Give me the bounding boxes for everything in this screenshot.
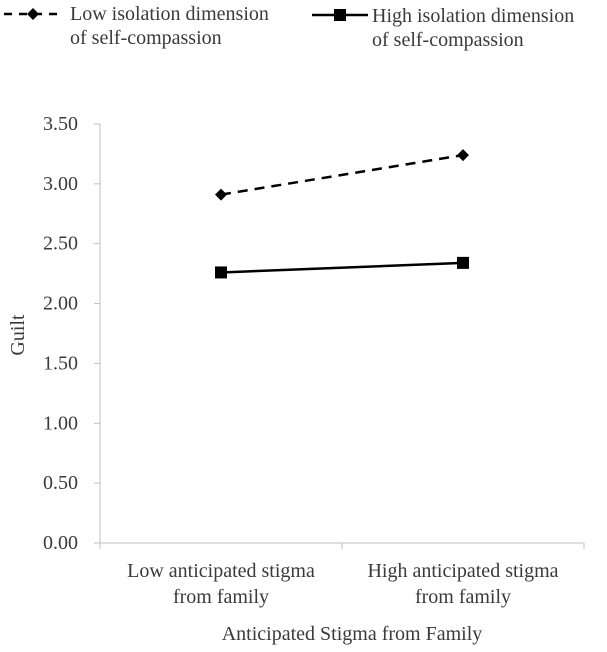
y-tick-label: 1.00 (43, 412, 78, 434)
series-line-high-isolation (220, 261, 464, 274)
y-tick-label: 2.00 (43, 293, 78, 315)
legend-key-marker-high-isolation (334, 9, 346, 21)
x-axis-title: Anticipated Stigma from Family (222, 623, 483, 645)
x-tick-label: from family (173, 586, 269, 608)
y-tick-label: 0.50 (43, 472, 78, 494)
data-point-high-isolation (215, 266, 227, 279)
y-tick-label: 3.50 (43, 113, 78, 135)
y-tick-label: 2.50 (43, 233, 78, 255)
series-line-low-isolation (220, 153, 464, 196)
x-tick-label: from family (415, 586, 511, 608)
data-point-low-isolation (457, 149, 469, 162)
x-tick-label: Low anticipated stigma (127, 560, 315, 582)
legend-label-high-isolation: High isolation dimension of self-compass… (372, 5, 575, 51)
legend-label-low-isolation: Low isolation dimension of self-compassi… (70, 3, 269, 49)
y-tick-label: 3.00 (43, 173, 78, 195)
data-point-low-isolation (215, 188, 227, 201)
x-tick-label: High anticipated stigma (367, 560, 558, 582)
data-point-high-isolation (457, 256, 469, 269)
y-axis-title: Guilt (7, 314, 29, 356)
y-tick-label: 1.50 (43, 352, 78, 374)
legend-key-marker-low-isolation (27, 8, 39, 20)
y-tick-label: 0.00 (43, 532, 78, 554)
